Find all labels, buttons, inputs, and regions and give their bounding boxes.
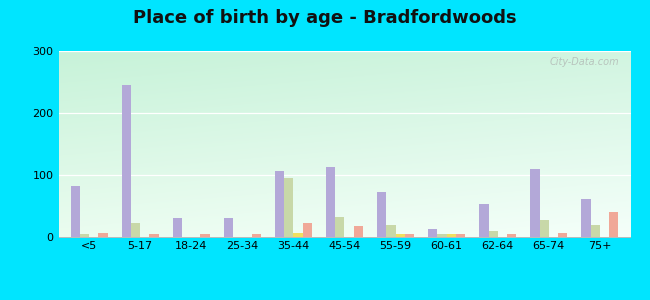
- Bar: [540, 220, 549, 237]
- Bar: [98, 233, 107, 237]
- Text: Place of birth by age - Bradfordwoods: Place of birth by age - Bradfordwoods: [133, 9, 517, 27]
- Bar: [447, 234, 456, 237]
- Bar: [396, 234, 405, 237]
- Bar: [479, 204, 489, 237]
- Bar: [150, 234, 159, 237]
- Bar: [71, 185, 80, 237]
- Text: City-Data.com: City-Data.com: [549, 57, 619, 67]
- Bar: [437, 234, 447, 237]
- Bar: [200, 234, 210, 237]
- Bar: [530, 169, 540, 237]
- Bar: [326, 167, 335, 237]
- Bar: [609, 212, 618, 237]
- Bar: [122, 85, 131, 237]
- Bar: [80, 234, 89, 237]
- Bar: [456, 234, 465, 237]
- Bar: [386, 225, 396, 237]
- Bar: [173, 218, 182, 237]
- Bar: [558, 233, 567, 237]
- Bar: [507, 234, 516, 237]
- Bar: [303, 224, 312, 237]
- Bar: [405, 234, 414, 237]
- Bar: [377, 192, 386, 237]
- Bar: [591, 225, 600, 237]
- Bar: [354, 226, 363, 237]
- Bar: [489, 231, 498, 237]
- Bar: [428, 229, 437, 237]
- Bar: [284, 178, 293, 237]
- Bar: [252, 234, 261, 237]
- Bar: [582, 199, 591, 237]
- Bar: [224, 218, 233, 237]
- Bar: [293, 233, 303, 237]
- Bar: [131, 224, 140, 237]
- Bar: [335, 217, 345, 237]
- Bar: [275, 171, 284, 237]
